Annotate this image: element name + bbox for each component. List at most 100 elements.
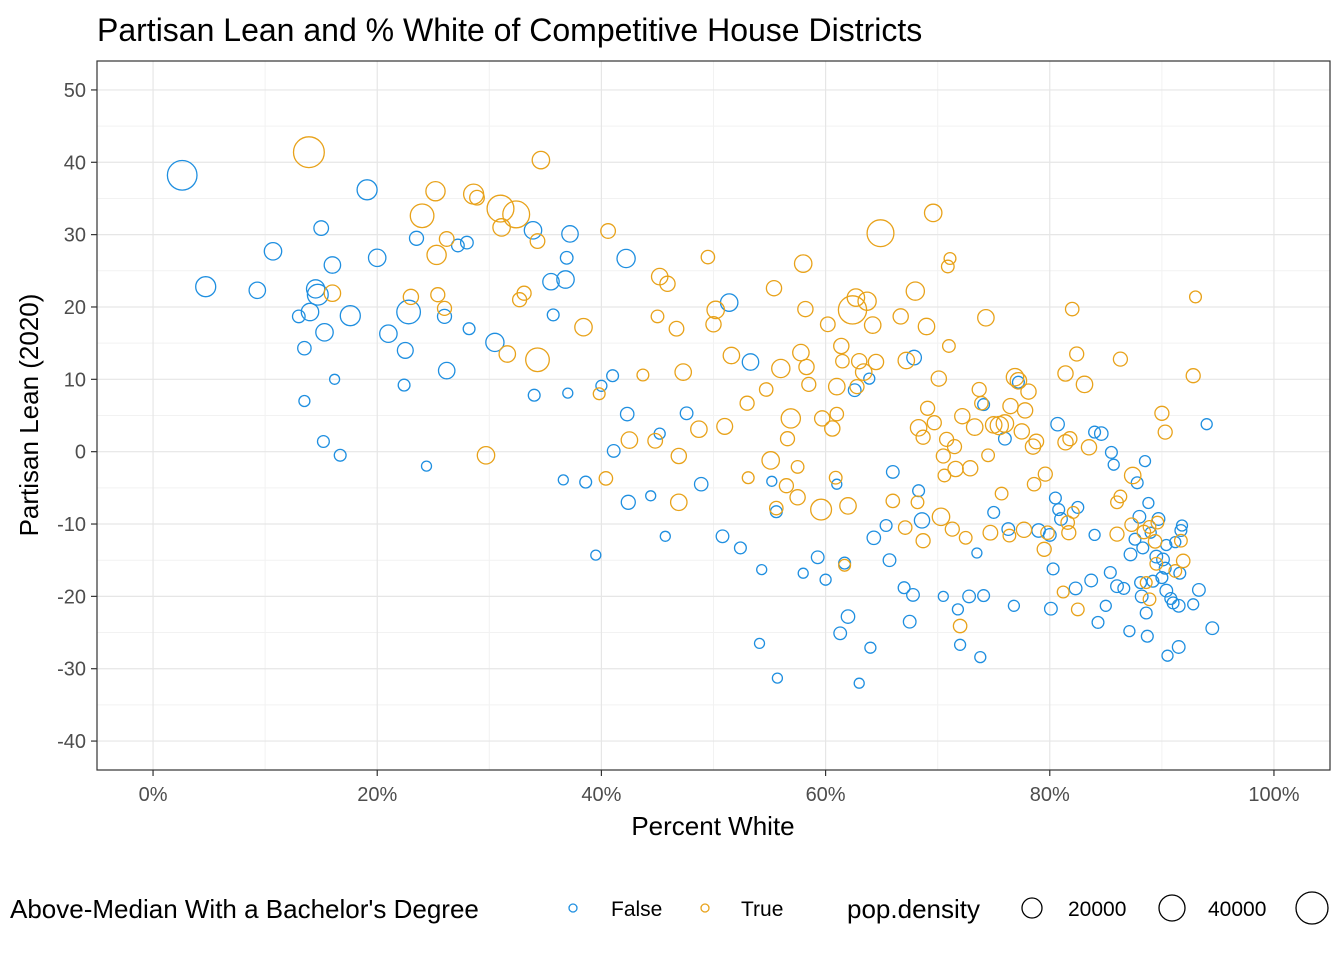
point-false: [1050, 416, 1065, 432]
point-true: [1037, 466, 1053, 482]
point-false: [523, 220, 543, 240]
point-true: [598, 471, 614, 486]
point-true: [426, 244, 447, 266]
point-true: [827, 377, 846, 396]
point-true: [910, 495, 925, 510]
point-false: [606, 369, 620, 383]
point-true: [833, 337, 850, 355]
point-true: [1157, 424, 1173, 440]
point-true: [813, 410, 831, 427]
point-true: [854, 363, 873, 381]
point-false: [885, 464, 900, 479]
size-key-large: [1295, 891, 1329, 925]
point-false: [831, 478, 843, 490]
major-gridlines: [97, 61, 1330, 770]
point-true: [1060, 515, 1076, 530]
point-false: [562, 387, 574, 399]
point-true: [828, 470, 843, 485]
point-false: [913, 512, 931, 529]
point-false: [396, 341, 414, 359]
point-false: [937, 590, 949, 603]
point-false: [840, 609, 856, 624]
point-false: [313, 220, 330, 237]
point-false: [1200, 418, 1213, 431]
point-true: [476, 445, 496, 465]
point-false: [1107, 458, 1120, 471]
point-true: [839, 497, 857, 515]
point-false: [485, 332, 505, 353]
point-false: [436, 308, 453, 325]
point-true: [486, 194, 515, 223]
point-false: [1093, 426, 1109, 441]
point-true: [1112, 351, 1129, 367]
point-true: [402, 288, 420, 306]
point-true: [620, 431, 639, 449]
point-true: [810, 498, 833, 521]
point-true: [892, 308, 909, 325]
point-true: [789, 489, 806, 506]
point-true: [915, 533, 931, 549]
point-true: [1154, 405, 1170, 421]
point-false: [645, 490, 657, 502]
point-true: [574, 317, 593, 337]
point-true: [674, 363, 693, 381]
point-false: [1175, 519, 1189, 532]
point-true: [668, 320, 685, 337]
point-true: [1150, 515, 1165, 530]
point-true: [1016, 402, 1034, 419]
point-true: [1057, 434, 1074, 451]
point-true: [647, 432, 664, 449]
point-false: [367, 248, 387, 268]
point-true: [779, 431, 796, 447]
y-tick-label: 10: [64, 369, 86, 391]
point-false: [771, 672, 784, 684]
y-tick-label: 50: [64, 80, 86, 102]
point-true: [771, 358, 791, 379]
point-false: [1104, 445, 1118, 459]
point-true: [958, 530, 973, 545]
point-false: [339, 305, 361, 327]
point-false: [1117, 581, 1131, 595]
size-key-medium: [1158, 894, 1186, 922]
point-true: [438, 231, 455, 247]
point-false: [1088, 425, 1102, 439]
point-true: [1109, 526, 1125, 542]
point-true: [650, 309, 665, 324]
point-true: [952, 618, 968, 634]
point-false: [1146, 574, 1160, 588]
point-true: [1040, 525, 1055, 541]
point-true: [1168, 564, 1183, 578]
point-false: [1091, 615, 1105, 629]
point-true: [965, 418, 984, 436]
point-false: [620, 494, 636, 510]
x-tick-label: 100%: [1248, 784, 1299, 806]
point-false: [1068, 581, 1083, 596]
point-false: [906, 349, 923, 366]
point-false: [659, 530, 671, 542]
point-false: [1171, 598, 1186, 613]
y-axis-title: Partisan Lean (2020): [14, 294, 44, 537]
point-true: [974, 395, 989, 411]
x-tick-label: 0%: [139, 784, 168, 806]
point-true: [1062, 431, 1078, 447]
legend-key-true: [700, 903, 710, 913]
point-false: [1155, 571, 1169, 585]
y-tick-label: 20: [64, 297, 86, 319]
point-false: [1071, 500, 1085, 514]
point-true: [819, 316, 836, 333]
point-true: [1015, 521, 1033, 539]
point-false: [733, 541, 747, 555]
point-false: [408, 230, 425, 246]
point-true: [1123, 466, 1142, 485]
point-true: [636, 368, 650, 382]
point-true: [941, 339, 956, 353]
point-true: [1020, 383, 1037, 400]
point-true: [866, 219, 895, 248]
point-true: [961, 460, 979, 477]
point-true: [516, 285, 532, 301]
point-false: [300, 302, 320, 322]
point-false: [977, 589, 991, 603]
point-true: [765, 279, 783, 297]
point-true: [761, 451, 781, 470]
point-true: [690, 420, 708, 439]
